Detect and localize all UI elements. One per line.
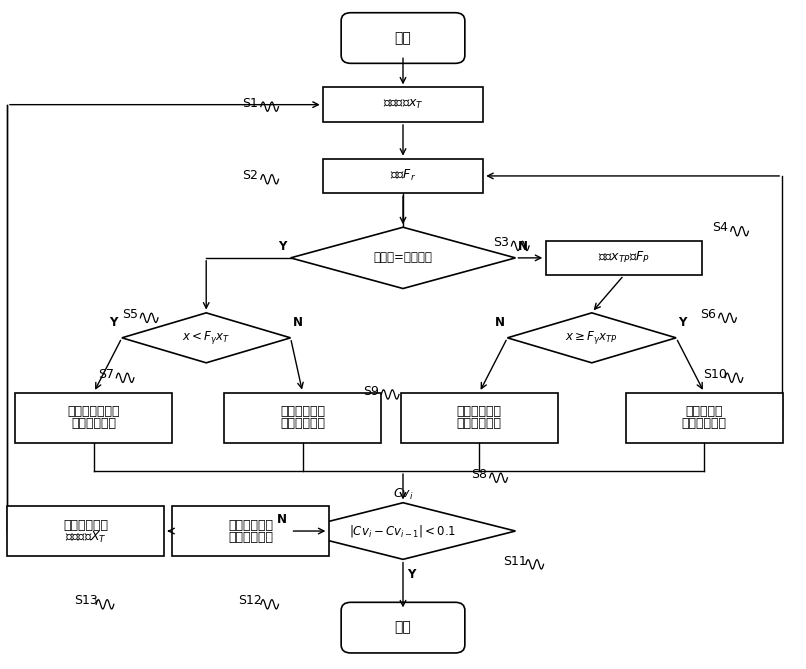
Text: 选用对应$X_T$: 选用对应$X_T$ [64, 529, 106, 545]
Text: S13: S13 [74, 595, 98, 607]
Bar [626, 393, 783, 443]
Text: 无接管非阻塞流: 无接管非阻塞流 [68, 405, 120, 418]
Text: 接管非阻塞流: 接管非阻塞流 [457, 405, 502, 418]
Text: 无接管阻塞流: 无接管阻塞流 [280, 405, 325, 418]
Bar [322, 88, 484, 122]
Text: N: N [276, 512, 286, 526]
Text: N: N [293, 316, 303, 329]
FancyBboxPatch shape [341, 13, 465, 64]
Text: S9: S9 [363, 385, 379, 397]
Polygon shape [290, 227, 516, 288]
Text: S8: S8 [472, 468, 488, 481]
Bar [7, 506, 164, 556]
FancyBboxPatch shape [341, 602, 465, 653]
Text: S3: S3 [493, 236, 509, 249]
Text: Y: Y [407, 568, 415, 581]
Text: S5: S5 [122, 308, 138, 321]
Text: 计算$F_r$: 计算$F_r$ [390, 169, 416, 183]
Text: 接管阻塞流: 接管阻塞流 [685, 405, 723, 418]
Text: $Cv_i$: $Cv_i$ [393, 487, 413, 502]
Bar [322, 159, 484, 193]
Text: 开始: 开始 [395, 31, 411, 45]
Text: 流量系数计算: 流量系数计算 [71, 417, 116, 430]
Bar [172, 506, 329, 556]
Text: S12: S12 [239, 595, 262, 607]
Bar [546, 241, 702, 275]
Text: S11: S11 [504, 555, 527, 567]
Bar [401, 393, 558, 443]
Polygon shape [122, 313, 290, 363]
Text: Y: Y [110, 316, 118, 329]
Text: S10: S10 [703, 368, 726, 381]
Text: S4: S4 [713, 221, 728, 234]
Text: $|Cv_i - Cv_{i-1}| < 0.1$: $|Cv_i - Cv_{i-1}| < 0.1$ [349, 523, 457, 539]
Text: S7: S7 [98, 368, 114, 381]
Text: Y: Y [679, 316, 687, 329]
Text: S1: S1 [243, 97, 259, 110]
Polygon shape [290, 502, 516, 559]
Text: S2: S2 [243, 169, 259, 183]
Text: $x < F_\gamma x_T$: $x < F_\gamma x_T$ [182, 329, 231, 347]
Text: 计算阀门开度: 计算阀门开度 [228, 531, 273, 543]
Text: 流量系数计算: 流量系数计算 [457, 417, 502, 430]
Text: 计算$x_{TP}$和$F_P$: 计算$x_{TP}$和$F_P$ [598, 250, 650, 266]
Text: S6: S6 [700, 308, 717, 321]
Text: 根据流量系数: 根据流量系数 [228, 518, 273, 532]
Text: 选用额定$x_T$: 选用额定$x_T$ [383, 98, 423, 111]
Text: 结束: 结束 [395, 621, 411, 635]
Text: 流量系数计算: 流量系数计算 [682, 417, 727, 430]
Text: N: N [495, 316, 505, 329]
Text: Y: Y [278, 240, 286, 254]
Bar [224, 393, 381, 443]
Polygon shape [508, 313, 676, 363]
Text: N: N [518, 240, 528, 254]
Text: 阀尺寸=管道尺寸: 阀尺寸=管道尺寸 [373, 252, 433, 264]
Text: $x \geq F_\gamma x_{TP}$: $x \geq F_\gamma x_{TP}$ [566, 329, 618, 347]
Text: 根据阀门开度: 根据阀门开度 [63, 518, 108, 532]
Text: 流量系数计算: 流量系数计算 [280, 417, 325, 430]
Bar [15, 393, 172, 443]
